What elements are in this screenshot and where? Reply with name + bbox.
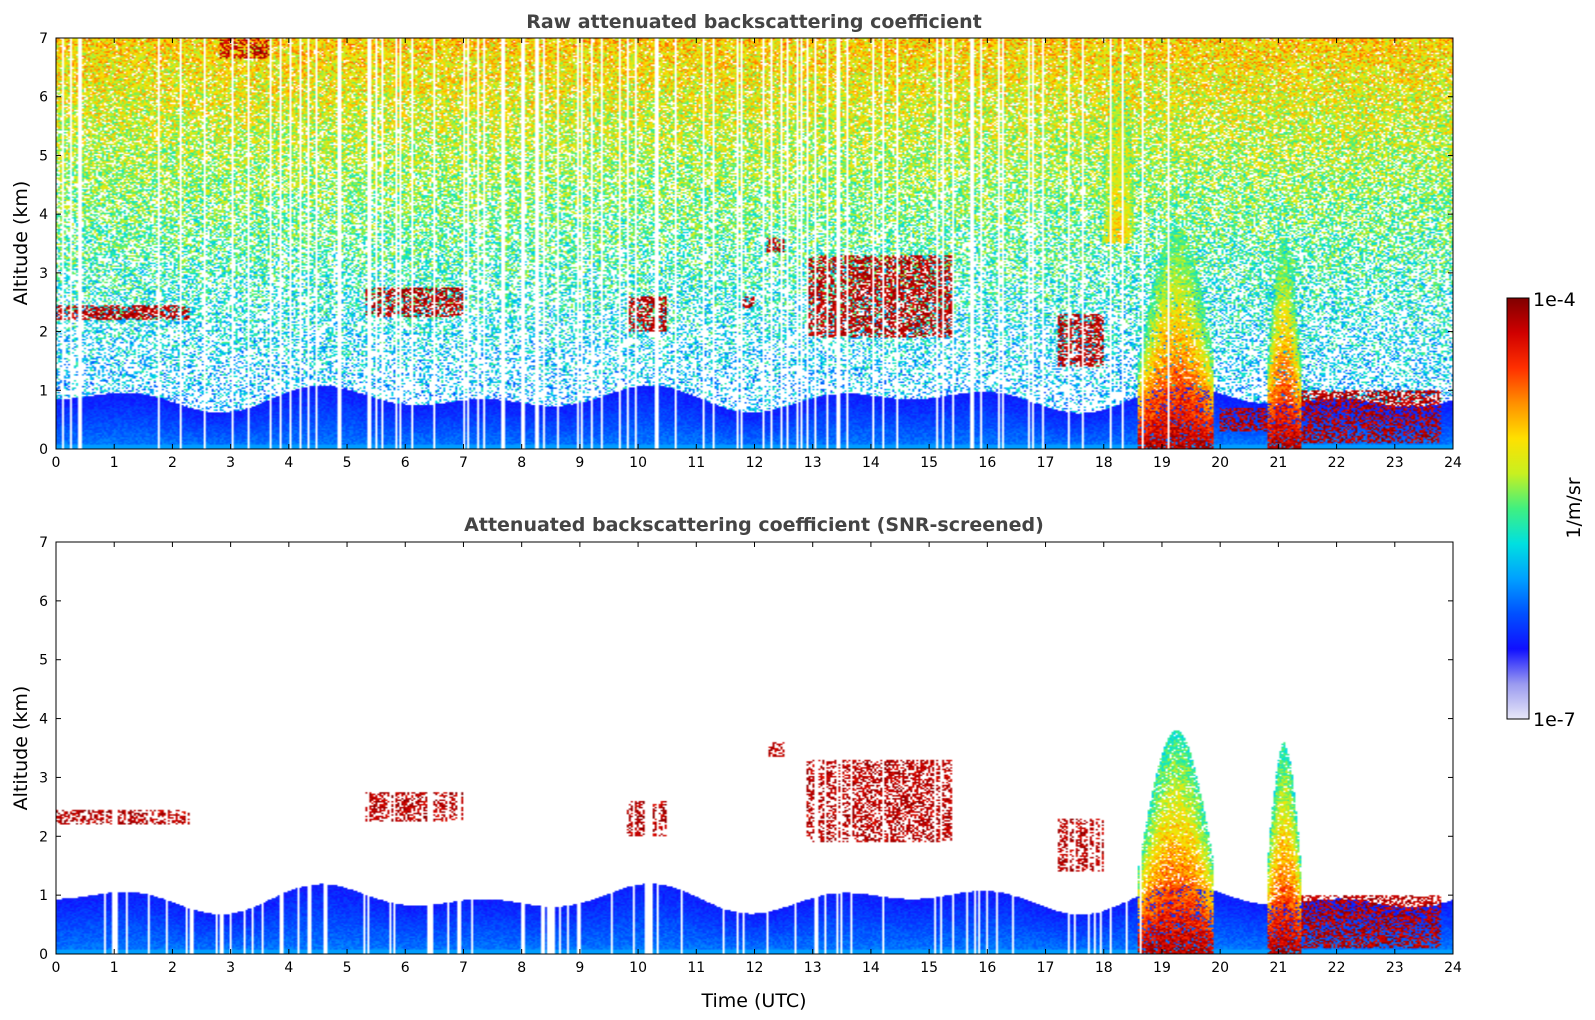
colorbar-unit-label: 1/m/sr	[1563, 477, 1585, 538]
panel-raw-x-tick-label: 6	[401, 455, 410, 471]
panel-screened-x-tick-label: 8	[517, 960, 526, 976]
panel-screened-y-tick-label: 2	[39, 829, 48, 845]
panel-raw-y-ticks: 0 1 2 3 4 5 6 7	[39, 31, 1453, 458]
panel-screened-xlabel: Time (UTC)	[700, 990, 806, 1012]
panel-screened-x-tick-label: 4	[284, 960, 293, 976]
panel-raw-x-tick-label: 3	[226, 455, 235, 471]
colorbar-bar	[1506, 297, 1530, 720]
panel-raw-x-tick-label: 9	[575, 455, 584, 471]
panel-screened-x-tick-label: 23	[1386, 960, 1404, 976]
panel-screened-x-tick-label: 7	[459, 960, 468, 976]
panel-screened-x-tick-label: 13	[804, 960, 822, 976]
panel-screened-x-tick-label: 22	[1328, 960, 1346, 976]
panel-raw-y-tick-label: 4	[39, 207, 48, 223]
panel-screened-x-tick-label: 19	[1153, 960, 1171, 976]
panel-raw-x-tick-label: 11	[687, 455, 705, 471]
panel-screened-x-tick-label: 15	[920, 960, 938, 976]
panel-screened-title: Attenuated backscattering coefficient (S…	[464, 514, 1044, 536]
panel-raw-x-tick-label: 12	[746, 455, 764, 471]
panel-screened-x-tick-label: 6	[401, 960, 410, 976]
panel-screened-x-tick-label: 3	[226, 960, 235, 976]
panel-raw-x-tick-label: 5	[343, 455, 352, 471]
panel-raw-y-tick-label: 2	[39, 325, 48, 341]
panel-raw-heatmap	[56, 38, 1453, 449]
panel-raw-x-tick-label: 21	[1269, 455, 1287, 471]
panel-screened-x-tick-label: 16	[978, 960, 996, 976]
panel-raw-x-tick-label: 10	[629, 455, 647, 471]
panel-raw-y-tick-label: 6	[39, 90, 48, 106]
panel-screened-y-tick-label: 4	[39, 712, 48, 728]
panel-screened: Attenuated backscattering coefficient (S…	[10, 514, 1462, 1012]
panel-screened-x-tick-label: 10	[629, 960, 647, 976]
panel-raw-x-tick-label: 19	[1153, 455, 1171, 471]
panel-raw-x-tick-label: 23	[1386, 455, 1404, 471]
panel-screened-x-tick-label: 1	[110, 960, 119, 976]
panel-raw: Raw attenuated backscattering coefficien…	[10, 11, 1462, 471]
panel-raw-x-tick-label: 13	[804, 455, 822, 471]
panel-raw-title: Raw attenuated backscattering coefficien…	[526, 11, 982, 33]
colorbar-max-label: 1e-4	[1533, 289, 1576, 311]
panel-screened-y-tick-label: 6	[39, 594, 48, 610]
panel-screened-x-tick-label: 12	[746, 960, 764, 976]
colorbar: 1e-4 1e-7 1/m/sr	[1506, 289, 1585, 731]
panel-raw-x-tick-label: 4	[284, 455, 293, 471]
panel-raw-x-tick-label: 22	[1328, 455, 1346, 471]
panel-raw-ylabel: Altitude (km)	[10, 181, 32, 306]
panel-raw-x-tick-label: 15	[920, 455, 938, 471]
panel-raw-x-tick-label: 7	[459, 455, 468, 471]
panel-screened-ylabel: Altitude (km)	[10, 686, 32, 811]
panel-screened-x-tick-label: 20	[1211, 960, 1229, 976]
panel-screened-x-tick-label: 17	[1037, 960, 1055, 976]
panel-raw-y-tick-label: 3	[39, 266, 48, 282]
panel-raw-y-tick-label: 7	[39, 31, 48, 47]
panel-screened-heatmap	[56, 542, 1453, 954]
panel-screened-x-tick-label: 9	[575, 960, 584, 976]
panel-raw-x-tick-label: 24	[1444, 455, 1462, 471]
panel-screened-x-tick-label: 0	[52, 960, 61, 976]
panel-screened-y-ticks: 0 1 2 3 4 5 6 7	[39, 535, 1453, 963]
panel-raw-x-tick-label: 2	[168, 455, 177, 471]
panel-screened-y-tick-label: 7	[39, 535, 48, 551]
panel-raw-x-tick-label: 17	[1037, 455, 1055, 471]
panel-raw-x-tick-label: 18	[1095, 455, 1113, 471]
panel-screened-y-tick-label: 5	[39, 653, 48, 669]
panel-screened-x-tick-label: 18	[1095, 960, 1113, 976]
colorbar-min-label: 1e-7	[1533, 709, 1576, 731]
panel-raw-y-tick-label: 1	[39, 383, 48, 399]
panel-screened-y-tick-label: 3	[39, 770, 48, 786]
panel-raw-x-tick-label: 14	[862, 455, 880, 471]
panel-raw-x-tick-label: 1	[110, 455, 119, 471]
panel-raw-y-tick-label: 5	[39, 148, 48, 164]
panel-raw-x-tick-label: 0	[52, 455, 61, 471]
panel-screened-x-tick-label: 14	[862, 960, 880, 976]
panel-raw-x-tick-label: 20	[1211, 455, 1229, 471]
panel-raw-y-tick-label: 0	[39, 442, 48, 458]
panel-screened-y-tick-label: 1	[39, 888, 48, 904]
panel-screened-x-tick-label: 21	[1269, 960, 1287, 976]
panel-screened-x-tick-label: 24	[1444, 960, 1462, 976]
panel-raw-x-tick-label: 8	[517, 455, 526, 471]
panel-screened-x-tick-label: 2	[168, 960, 177, 976]
panel-raw-x-ticks: 0 1 2 3 4 5 6 7 8 9 10 11 12 13 14 15 16 17 18 19 20 21 22 23 24	[52, 38, 1462, 471]
panel-screened-x-ticks: 0 1 2 3 4 5 6 7 8 9 10 11 12 13 14 15 16 17 18 19 20 21 22 23 24	[52, 542, 1462, 976]
panel-screened-x-tick-label: 5	[343, 960, 352, 976]
panel-screened-y-tick-label: 0	[39, 947, 48, 963]
panel-screened-x-tick-label: 11	[687, 960, 705, 976]
panel-raw-x-tick-label: 16	[978, 455, 996, 471]
